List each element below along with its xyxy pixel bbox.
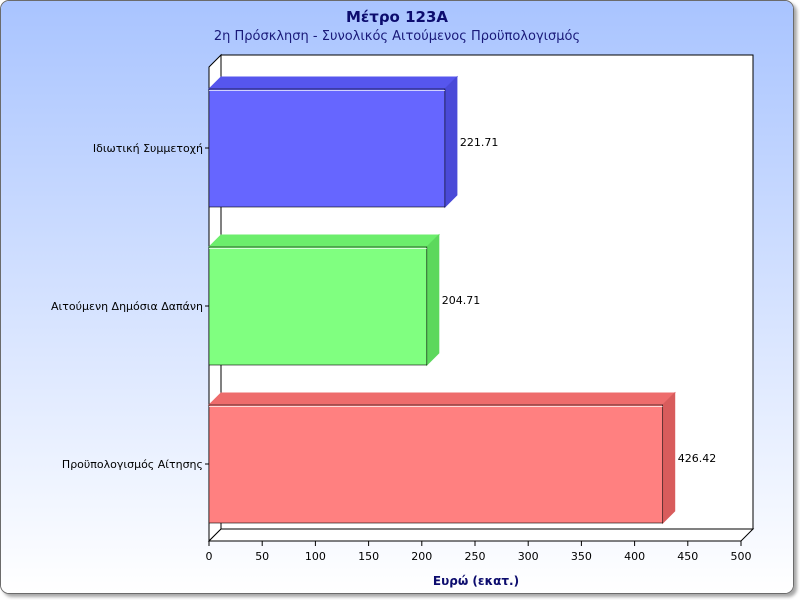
x-tick-label: 50 <box>255 550 269 563</box>
value-label: 426.42 <box>678 452 717 465</box>
bar-side-face <box>662 391 676 525</box>
bar-front-face <box>208 404 664 524</box>
x-tick-label: 350 <box>571 550 592 563</box>
x-tick-label: 100 <box>305 550 326 563</box>
value-label: 221.71 <box>460 136 499 149</box>
y-axis: Ιδιωτική Συμμετοχή Αιτούμενη Δημόσια Δαπά… <box>51 142 209 471</box>
bar-3: 426.42 <box>207 391 717 525</box>
bar-top-face <box>207 234 441 248</box>
bar-front-face <box>208 88 446 208</box>
bar-top-face <box>207 392 676 406</box>
chart-canvas: Μέτρο 123Α 2η Πρόσκληση - Συνολικός Αιτο… <box>1 1 793 593</box>
bars-group: 221.71 204.71 426.42 <box>207 75 717 525</box>
x-axis: 0 50 100 150 200 250 300 350 400 450 500 <box>206 541 752 563</box>
bar-2: 204.71 <box>207 233 481 367</box>
x-axis-label: Ευρώ (εκατ.) <box>433 574 519 588</box>
chart-subtitle: 2η Πρόσκληση - Συνολικός Αιτούμενος Προϋ… <box>214 29 580 44</box>
x-tick-label: 150 <box>358 550 379 563</box>
value-label: 204.71 <box>442 294 481 307</box>
bar-top-face <box>207 76 459 90</box>
plot-floor <box>207 528 755 542</box>
category-label: Αιτούμενη Δημόσια Δαπάνη <box>51 300 203 313</box>
x-tick-label: 200 <box>411 550 432 563</box>
x-tick-label: 500 <box>731 550 752 563</box>
x-tick-label: 250 <box>465 550 486 563</box>
chart-title: Μέτρο 123Α <box>346 8 448 26</box>
x-tick-label: 0 <box>206 550 213 563</box>
bar-side-face <box>444 75 458 209</box>
x-tick-label: 450 <box>677 550 698 563</box>
bar-front-face <box>208 246 428 366</box>
x-tick-label: 400 <box>624 550 645 563</box>
category-label: Προϋπολογισμός Αίτησης <box>62 458 203 471</box>
bar-side-face <box>426 233 440 367</box>
x-tick-label: 300 <box>518 550 539 563</box>
bar-1: 221.71 <box>207 75 499 209</box>
category-label: Ιδιωτική Συμμετοχή <box>93 142 203 155</box>
